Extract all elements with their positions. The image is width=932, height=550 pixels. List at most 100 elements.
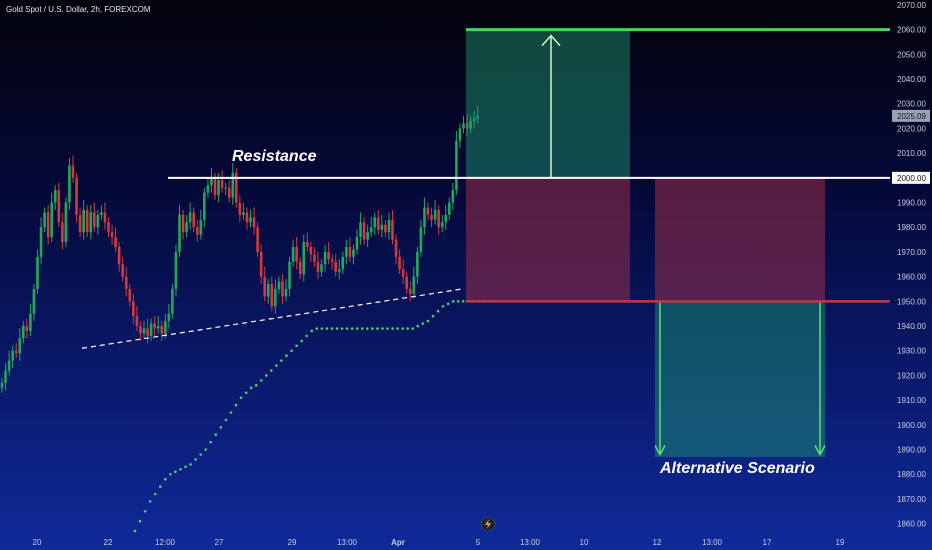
candle xyxy=(440,214,444,233)
candle-body xyxy=(93,212,96,228)
candle xyxy=(366,224,369,248)
candle xyxy=(437,205,440,235)
candle-body xyxy=(210,177,213,186)
y-tick-label: 1920.00 xyxy=(897,371,926,380)
candle-body xyxy=(259,251,263,277)
candle-body xyxy=(78,214,82,233)
candle xyxy=(78,207,82,238)
candle xyxy=(263,266,266,302)
candle xyxy=(68,158,71,210)
candle-body xyxy=(192,212,195,228)
down-arrow-head xyxy=(814,445,826,457)
up-arrow-head xyxy=(541,34,561,47)
candle xyxy=(451,182,455,210)
sar-dot xyxy=(396,327,399,330)
candle xyxy=(71,155,75,183)
candle-body xyxy=(373,217,377,228)
candle xyxy=(369,217,373,238)
sar-dot xyxy=(143,509,147,513)
sar-dot xyxy=(204,448,207,451)
x-tick-label: 13:00 xyxy=(702,538,723,547)
candle-body xyxy=(18,338,22,354)
candle xyxy=(32,284,36,322)
candle-body xyxy=(50,202,53,238)
candle-body xyxy=(4,370,7,383)
candle xyxy=(249,209,252,228)
candle xyxy=(224,182,227,196)
candle xyxy=(114,227,117,252)
x-tick-label: 19 xyxy=(836,538,845,547)
sar-dot xyxy=(371,327,374,330)
y-tick-label: 1990.00 xyxy=(897,199,926,208)
candle-body xyxy=(263,276,266,297)
sar-dot xyxy=(350,327,354,330)
y-tick-label: 2010.00 xyxy=(897,149,926,158)
x-tick-label: 20 xyxy=(33,538,42,547)
candle xyxy=(387,212,391,240)
candle xyxy=(89,205,93,240)
candle xyxy=(423,197,426,235)
candle-body xyxy=(0,382,4,388)
candle xyxy=(64,197,68,248)
candle xyxy=(274,279,277,314)
candle-body xyxy=(398,256,401,270)
candle-body xyxy=(213,177,217,196)
candle xyxy=(245,207,249,230)
candle xyxy=(256,222,259,257)
sar-dot xyxy=(411,327,415,330)
sar-dot xyxy=(158,485,162,488)
candle xyxy=(29,303,32,336)
candle xyxy=(345,239,348,265)
candle-body xyxy=(416,251,419,277)
candle-body xyxy=(352,249,355,257)
candle-body xyxy=(124,276,128,289)
sar-dot xyxy=(300,339,303,343)
sar-dot xyxy=(259,379,263,382)
candle xyxy=(281,274,284,304)
candle xyxy=(362,217,366,245)
candle xyxy=(408,281,412,302)
candle-body xyxy=(185,222,188,233)
y-tick-label: 1960.00 xyxy=(897,273,926,282)
candle xyxy=(153,316,156,336)
sar-dot xyxy=(436,309,440,313)
candle xyxy=(270,276,274,312)
candle-body xyxy=(174,251,178,289)
x-tick-label: 17 xyxy=(763,538,772,547)
candle xyxy=(430,207,433,228)
candle xyxy=(4,363,7,391)
sar-dot xyxy=(148,500,152,503)
sar-dot xyxy=(310,329,314,333)
candle xyxy=(146,318,149,344)
candle-body xyxy=(22,326,25,339)
candle-body xyxy=(341,256,345,270)
candle xyxy=(227,180,231,203)
candle xyxy=(181,209,185,240)
candle-body xyxy=(291,247,295,262)
candle xyxy=(36,249,39,294)
candle-body xyxy=(29,313,32,331)
lightning-icon xyxy=(485,519,491,529)
candle-body xyxy=(391,219,394,240)
candle xyxy=(117,242,121,272)
alternative-scenario-label: Alternative Scenario xyxy=(659,460,815,477)
sar-dot xyxy=(239,396,243,399)
candle-body xyxy=(462,123,465,129)
candle xyxy=(384,219,387,238)
candle xyxy=(348,237,352,262)
y-tick-label: 1940.00 xyxy=(897,322,926,331)
candle-body xyxy=(217,180,220,196)
candle xyxy=(426,202,430,220)
candle xyxy=(7,350,11,376)
candle-body xyxy=(231,172,235,198)
candle xyxy=(359,212,362,245)
candle-body xyxy=(448,202,451,215)
candle xyxy=(128,284,132,307)
sar-dot xyxy=(381,327,384,330)
sar-dot xyxy=(224,418,228,422)
candle xyxy=(206,177,210,198)
candle xyxy=(156,316,160,334)
replay-button[interactable] xyxy=(480,516,496,532)
sar-dot xyxy=(219,426,223,429)
candle xyxy=(171,284,174,319)
